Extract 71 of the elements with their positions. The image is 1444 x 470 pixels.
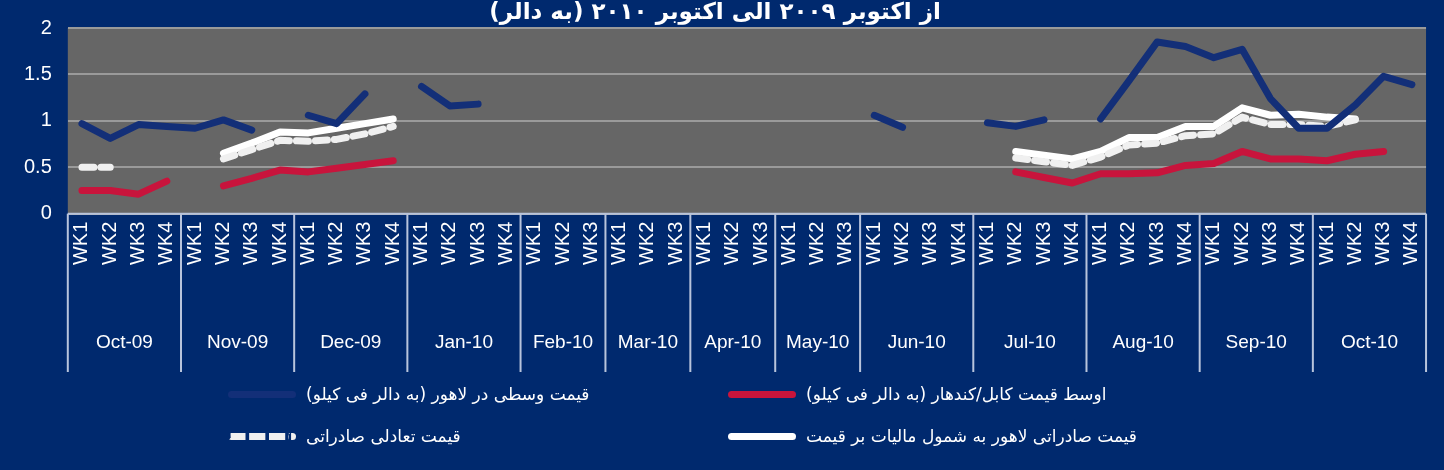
text: Mar-10 [617,331,678,353]
x-tick-label: WK1 [295,221,318,265]
text: Jul-10 [1004,331,1056,353]
x-tick-label: WK3 [1371,221,1394,265]
legend-label: قیمت تعادلی صادراتی [306,426,461,446]
x-tick-label: WK3 [239,221,262,265]
x-tick-label: WK2 [1116,221,1139,265]
y-tick-label: 2 [40,15,52,38]
x-tick-label: WK4 [946,221,969,265]
text: Aug-10 [1112,331,1174,353]
legend-label: اوسط قیمت کابل/کندهار (به دالر فی کیلو) [806,384,1107,404]
x-tick-label: WK2 [1342,221,1365,265]
x-tick-label: WK4 [493,221,516,265]
x-tick-label: WK3 [126,221,149,265]
x-tick-label: WK3 [663,221,686,265]
text: Sep-10 [1225,331,1287,353]
x-tick-label: WK2 [1229,221,1252,265]
x-tick-label: WK4 [380,221,403,265]
x-tick-label: WK2 [437,221,460,265]
x-tick-label: WK2 [97,221,120,265]
x-tick-label: WK4 [1173,221,1196,265]
x-tick-label: WK1 [974,221,997,265]
x-tick-label: WK1 [1201,221,1224,265]
x-tick-label: WK3 [1257,221,1280,265]
x-tick-label: WK3 [748,221,771,265]
text: Jun-10 [887,331,946,353]
x-tick-label: WK1 [409,221,432,265]
chart-title: از اکتوبر ۲۰۰۹ الی اکتوبر ۲۰۱۰ (به دالر) [489,0,941,26]
x-tick-label: WK3 [1144,221,1167,265]
x-tick-label: WK2 [210,221,233,265]
x-tick-label: WK1 [607,221,630,265]
x-tick-label: WK1 [522,221,545,265]
x-tick-label: WK4 [1399,221,1422,265]
text: May-10 [785,331,850,353]
legend-label: قیمت صادراتی لاهور به شمول مالیات بر قیمت [806,426,1137,446]
x-tick-label: WK4 [1059,221,1082,265]
x-tick-label: WK2 [324,221,347,265]
x-tick-label: WK2 [720,221,743,265]
y-tick-label: 1 [40,108,52,131]
text: Apr-10 [704,331,762,353]
text: Oct-09 [95,331,153,353]
x-tick-label: WK1 [861,221,884,265]
x-tick-label: WK3 [1031,221,1054,265]
x-tick-label: WK1 [1314,221,1337,265]
x-tick-label: WK3 [918,221,941,265]
y-tick-label: 0 [40,201,52,224]
x-tick-label: WK1 [776,221,799,265]
x-tick-label: WK1 [1088,221,1111,265]
x-tick-label: WK4 [267,221,290,265]
x-tick-label: WK2 [805,221,828,265]
x-tick-label: WK1 [182,221,205,265]
text: Feb-10 [532,331,594,353]
y-tick-label: 1.5 [23,61,52,84]
text: Nov-09 [206,331,269,353]
x-tick-label: WK4 [1286,221,1309,265]
x-tick-label: WK2 [890,221,913,265]
text: Oct-10 [1340,331,1398,353]
x-tick-label: WK1 [69,221,92,265]
x-tick-label: WK4 [154,221,177,265]
x-tick-label: WK3 [833,221,856,265]
legend-label: قیمت وسطی در لاهور (به دالر فی کیلو) [306,384,590,404]
text: Dec-09 [320,331,382,353]
y-tick-label: 0.5 [23,154,52,177]
x-tick-label: WK3 [352,221,375,265]
x-tick-label: WK2 [635,221,658,265]
x-tick-label: WK3 [465,221,488,265]
x-tick-label: WK2 [1003,221,1026,265]
text: Jan-10 [434,331,494,353]
x-tick-label: WK3 [578,221,601,265]
x-tick-label: WK2 [550,221,573,265]
x-tick-label: WK1 [691,221,714,265]
